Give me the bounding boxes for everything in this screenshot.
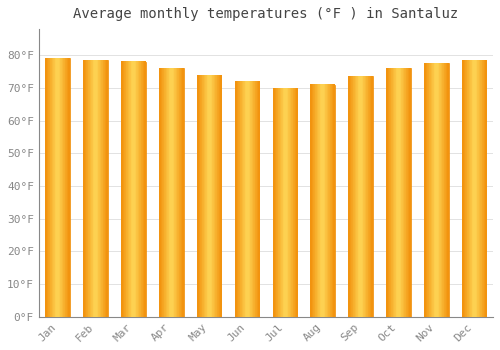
Bar	[310, 85, 335, 317]
Bar	[121, 62, 146, 317]
Title: Average monthly temperatures (°F ) in Santaluz: Average monthly temperatures (°F ) in Sa…	[74, 7, 458, 21]
Bar	[462, 60, 486, 317]
Bar	[197, 75, 222, 317]
Bar	[424, 63, 448, 317]
Bar	[46, 58, 70, 317]
Bar	[348, 76, 373, 317]
Bar	[159, 68, 184, 317]
Bar	[272, 88, 297, 317]
Bar	[84, 60, 108, 317]
Bar	[234, 81, 260, 317]
Bar	[386, 68, 410, 317]
